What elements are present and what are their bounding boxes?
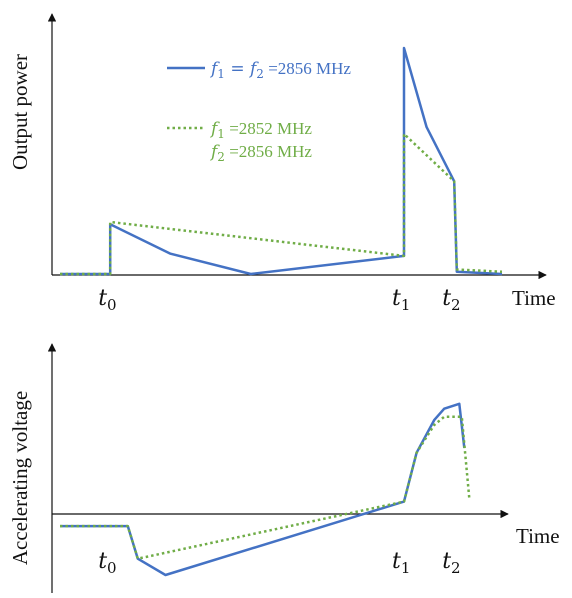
top-panel: Output power Time t0 t1 t2 f1 = f2 =2856 M…	[8, 13, 556, 314]
bottom-tick-t1: t1	[392, 549, 410, 577]
top-series-solid-line	[60, 46, 503, 276]
top-series-dotted-line	[60, 132, 503, 276]
bottom-series-dotted-line	[60, 415, 471, 560]
legend-solid-label: f1 = f2 =2856 MHz	[209, 59, 351, 81]
bottom-tick-labels: t0 t1 t2	[98, 549, 460, 577]
top-tick-t2: t2	[442, 286, 460, 314]
top-tick-t0: t0	[98, 286, 116, 314]
bottom-y-label: Accelerating voltage	[8, 391, 32, 565]
bottom-panel: Accelerating voltage Time t0 t1 t2	[8, 343, 560, 593]
legend-dotted-label-1: f1 =2852 MHz	[209, 119, 312, 141]
top-tick-t1: t1	[392, 286, 410, 314]
top-tick-labels: t0 t1 t2	[98, 286, 460, 314]
bottom-tick-t0: t0	[98, 549, 116, 577]
legend-dotted-label-2: f2 =2856 MHz	[209, 142, 312, 164]
bottom-tick-t2: t2	[442, 549, 460, 577]
top-series	[60, 46, 503, 276]
bottom-series	[60, 402, 471, 577]
bottom-series-solid-line	[60, 402, 466, 577]
top-x-label: Time	[512, 286, 556, 310]
bottom-x-label: Time	[516, 524, 560, 548]
top-y-label: Output power	[8, 54, 32, 170]
top-legend: f1 = f2 =2856 MHz f1 =2852 MHz f2 =2856 …	[167, 59, 351, 164]
